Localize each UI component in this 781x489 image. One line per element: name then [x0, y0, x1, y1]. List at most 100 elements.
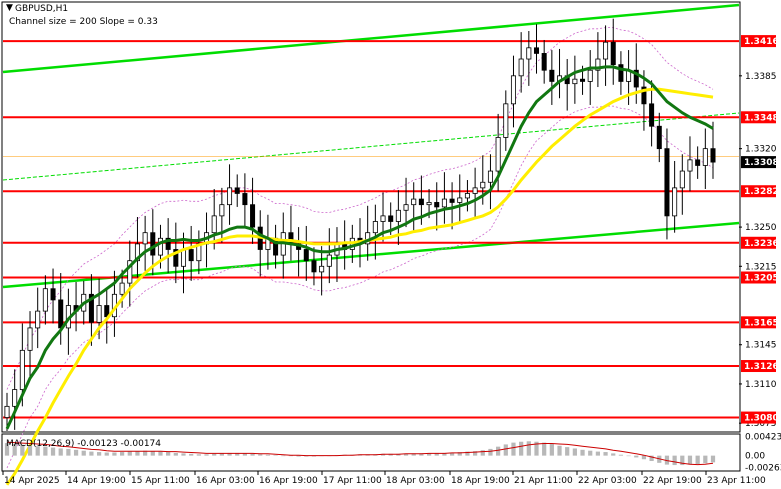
- macd-histogram-bar: [595, 451, 601, 456]
- macd-histogram-bar: [426, 453, 432, 456]
- ma-slow-line: [5, 87, 714, 486]
- candle-body: [633, 69, 639, 88]
- candle-body: [403, 204, 409, 211]
- macd-histogram-bar: [196, 454, 201, 456]
- macd-histogram-bar: [250, 453, 255, 456]
- macd-signal-line: [6, 441, 714, 466]
- candle-body: [50, 288, 56, 301]
- candle-body: [510, 75, 516, 105]
- candle-body: [480, 181, 486, 189]
- candlesticks: [4, 18, 716, 431]
- level-label: 1.3205: [744, 274, 779, 284]
- macd-histogram-bar: [181, 453, 186, 456]
- candle-body: [303, 249, 309, 262]
- candle-body: [702, 148, 708, 166]
- macd-histogram-bar: [143, 450, 148, 456]
- ma-fast-line: [5, 65, 714, 430]
- macd-histogram-bar: [710, 455, 716, 463]
- macd-histogram-bar: [411, 453, 416, 456]
- time-tick-label: 18 Apr 03:00: [386, 476, 445, 486]
- envelope-lower: [6, 105, 714, 469]
- candle-body: [418, 198, 424, 206]
- macd-histogram-bar: [288, 455, 294, 457]
- price-tick-label: 1.3250: [745, 223, 777, 233]
- macd-panel-frame: [1, 433, 741, 472]
- macd-tick-label: -0.00263: [745, 463, 781, 473]
- macd-histogram-bar: [50, 447, 56, 456]
- candle-body: [395, 209, 401, 222]
- macd-histogram-bar: [219, 453, 224, 456]
- macd-histogram-bar: [189, 453, 194, 456]
- channel-mid-line: [2, 112, 740, 181]
- macd-histogram-bar: [534, 441, 539, 456]
- price-tick-label: 1.3320: [745, 145, 777, 155]
- level-label-bg: [741, 185, 776, 198]
- time-tick-label: 15 Apr 11:00: [131, 476, 190, 486]
- candle-body: [710, 148, 716, 163]
- candle-body: [549, 69, 555, 82]
- envelope-upper: [6, 27, 714, 390]
- macd-histogram-bar: [27, 445, 33, 456]
- level-label: 1.3416: [744, 37, 779, 47]
- macd-histogram-bar: [565, 447, 570, 456]
- time-tick-label: 22 Apr 03:00: [578, 476, 637, 486]
- candle-body: [695, 159, 701, 166]
- macd-histogram-bar: [81, 450, 86, 456]
- candle-body: [487, 170, 493, 183]
- candle-body: [4, 405, 10, 418]
- macd-histogram-bar: [634, 455, 639, 458]
- candle-body: [319, 265, 325, 273]
- macd-histogram-bar: [465, 451, 470, 456]
- candle-body: [219, 204, 225, 217]
- candle-body: [12, 389, 18, 407]
- macd-histogram-bar: [89, 451, 94, 456]
- macd-histogram-bar: [580, 449, 585, 456]
- macd-histogram-bar: [557, 445, 562, 456]
- macd-histogram-bar: [526, 441, 531, 456]
- macd-histogram-bar: [158, 451, 163, 456]
- macd-histogram-bar: [204, 454, 209, 456]
- candle-body: [19, 349, 25, 390]
- candle-body: [533, 47, 540, 54]
- candle-body: [572, 78, 578, 85]
- macd-label: MACD(12,26,9) -0.00123 -0.00174: [6, 439, 161, 449]
- candle-body: [188, 249, 194, 262]
- time-tick-label: 21 Apr 11:00: [514, 476, 573, 486]
- candle-body: [142, 232, 148, 245]
- candle-body: [656, 125, 662, 150]
- channel-subtitle: Channel size = 200 Slope = 0.33: [9, 17, 158, 27]
- time-tick-label: 14 Apr 19:00: [67, 476, 126, 486]
- time-tick-label: 18 Apr 19:00: [451, 476, 510, 486]
- price-tick-label: 1.3075: [745, 419, 777, 429]
- macd-histogram-bar: [258, 454, 263, 456]
- candle-body: [165, 237, 171, 250]
- macd-histogram-bar: [672, 455, 677, 466]
- macd-histogram-bar: [449, 452, 455, 456]
- macd-histogram-bar: [488, 448, 493, 456]
- macd-histogram-bar: [150, 451, 155, 456]
- macd-histogram-bar: [611, 453, 616, 456]
- candle-body: [587, 69, 593, 82]
- candle-body: [150, 232, 156, 256]
- time-axis-ticks: 14 Apr 2025 14 Apr 19:00 15 Apr 11:00 16 Ap…: [2, 471, 766, 486]
- macd-histogram-bar: [434, 452, 439, 456]
- candle-body: [495, 137, 501, 172]
- candle-body: [595, 58, 601, 71]
- macd-histogram-bar: [519, 441, 524, 456]
- candle-body: [641, 86, 647, 105]
- macd-histogram-bar: [273, 455, 278, 456]
- candle-body: [380, 215, 386, 222]
- main-panel-frame: [1, 1, 741, 433]
- macd-histogram-bar: [419, 453, 424, 456]
- candle-body: [457, 197, 463, 203]
- macd-histogram-bar: [242, 453, 248, 456]
- candle-body: [580, 78, 586, 82]
- support-resistance-levels: [3, 40, 739, 419]
- candle-body: [610, 41, 616, 66]
- level-label-bg: [741, 316, 776, 329]
- candle-body: [173, 249, 179, 267]
- macd-histogram-bar: [296, 455, 301, 457]
- macd-histogram-bar: [687, 455, 693, 465]
- level-label: 1.3165: [744, 318, 779, 328]
